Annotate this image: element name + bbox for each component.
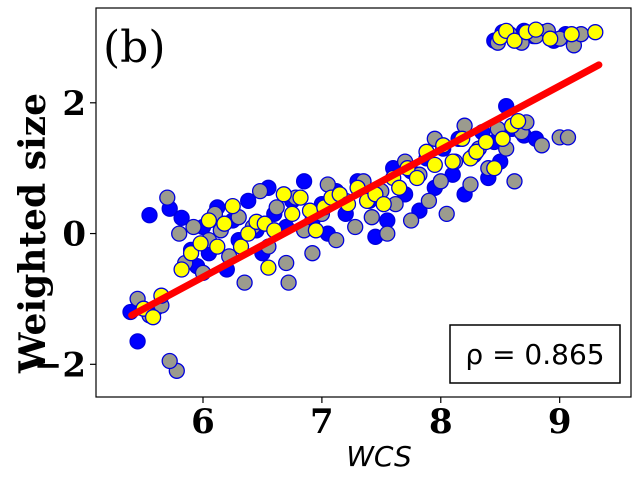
point-gray-38 bbox=[420, 192, 438, 210]
point-gray-27 bbox=[328, 231, 345, 249]
fit-line bbox=[128, 61, 603, 319]
point-gray-29 bbox=[347, 218, 364, 236]
point-gray-36 bbox=[402, 212, 420, 229]
x-tick-label-6: 6 bbox=[191, 402, 215, 442]
x-tick-label-9: 9 bbox=[548, 402, 572, 442]
point-yellow-3 bbox=[173, 261, 190, 278]
point-yellow-42 bbox=[494, 130, 511, 147]
annotation-box bbox=[449, 324, 621, 384]
point-gray-52 bbox=[533, 137, 550, 154]
point-yellow-44 bbox=[509, 112, 527, 130]
point-yellow-28 bbox=[375, 195, 392, 213]
point-gray-31 bbox=[363, 209, 380, 226]
point-gray-41 bbox=[438, 205, 455, 223]
point-gray-24 bbox=[304, 245, 321, 262]
point-yellow-8 bbox=[216, 215, 233, 232]
point-yellow-39 bbox=[468, 143, 485, 160]
point-yellow-36 bbox=[444, 153, 461, 170]
point-yellow-5 bbox=[192, 235, 209, 252]
point-yellow-52 bbox=[587, 24, 604, 41]
point-yellow-32 bbox=[408, 169, 426, 187]
point-gray-6 bbox=[171, 225, 188, 242]
point-gray-40 bbox=[432, 173, 449, 190]
point-gray-19 bbox=[268, 199, 285, 216]
point-yellow-47 bbox=[506, 32, 523, 49]
point-blue-5 bbox=[173, 209, 190, 227]
point-yellow-14 bbox=[260, 259, 277, 276]
point-yellow-49 bbox=[527, 21, 545, 38]
point-blue-14 bbox=[240, 192, 257, 210]
point-yellow-51 bbox=[563, 26, 580, 43]
point-blue-1 bbox=[129, 333, 146, 350]
point-yellow-6 bbox=[200, 212, 218, 229]
y-tick-label-0: −2 bbox=[34, 345, 86, 385]
y-tick-label-1: 0 bbox=[62, 215, 86, 255]
y-tick-label-2: 2 bbox=[62, 84, 86, 124]
point-gray-3 bbox=[159, 189, 176, 206]
x-tick-label-7: 7 bbox=[310, 402, 334, 442]
ticks-layer: 6 7 8 9 −2 0 2 bbox=[34, 84, 572, 442]
plot-frame bbox=[95, 7, 632, 398]
point-yellow-16 bbox=[275, 186, 292, 203]
rho-annotation: ρ = 0.865 bbox=[449, 324, 621, 384]
point-blue-21 bbox=[295, 173, 313, 190]
annotation-text: ρ = 0.865 bbox=[465, 338, 604, 371]
point-yellow-4 bbox=[182, 245, 200, 262]
point-gray-44 bbox=[462, 176, 479, 193]
point-gray-54 bbox=[559, 129, 577, 146]
point-gray-21 bbox=[280, 274, 297, 291]
point-yellow-7 bbox=[209, 238, 226, 255]
x-axis-label: WCS bbox=[346, 440, 412, 473]
panel-label: (b) bbox=[103, 22, 166, 73]
point-gray-20 bbox=[278, 254, 295, 272]
point-yellow-20 bbox=[307, 222, 325, 239]
point-blue-3 bbox=[141, 207, 158, 224]
point-yellow-9 bbox=[224, 197, 241, 215]
point-gray-5 bbox=[161, 352, 178, 370]
point-yellow-41 bbox=[486, 160, 503, 177]
point-gray-8 bbox=[185, 218, 202, 236]
point-yellow-18 bbox=[292, 189, 309, 206]
point-yellow-11 bbox=[240, 225, 257, 242]
point-yellow-17 bbox=[284, 205, 301, 223]
point-yellow-40 bbox=[477, 133, 495, 151]
x-tick-label-8: 8 bbox=[429, 402, 453, 442]
point-gray-49 bbox=[506, 173, 523, 190]
point-yellow-50 bbox=[542, 30, 559, 47]
points-layer bbox=[122, 21, 604, 379]
point-yellow-1 bbox=[144, 309, 162, 326]
point-gray-15 bbox=[236, 274, 253, 291]
point-gray-17 bbox=[251, 182, 269, 200]
y-axis-label: Weighted size bbox=[12, 93, 54, 374]
point-gray-33 bbox=[379, 225, 396, 242]
point-yellow-30 bbox=[391, 179, 408, 196]
point-yellow-34 bbox=[426, 156, 443, 174]
